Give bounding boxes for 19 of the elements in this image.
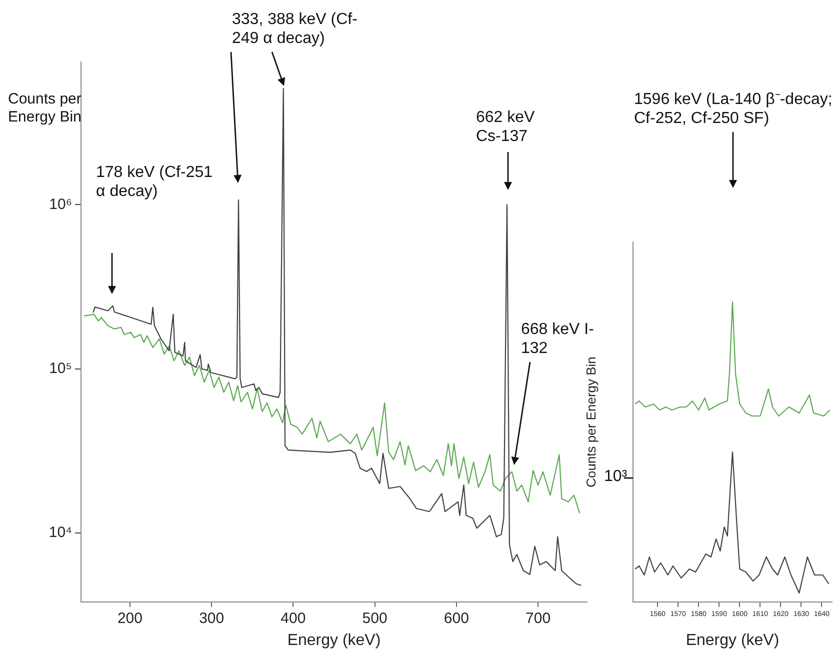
text: 1596 keV (La-140 β⁻-decay; Cf-252, Cf-250 SF) (634, 90, 834, 128)
x-tick-label: 600 (444, 610, 469, 628)
y-tick-label: 10⁶ (49, 196, 72, 213)
y-axis-title: Counts per Energy Bin (8, 90, 82, 126)
annotation: 178 keV (Cf-251 α decay) (96, 163, 214, 201)
x-axis-title: Energy (keV) (287, 632, 381, 649)
x-tick-label: 200 (117, 610, 142, 628)
text: 333, 388 keV (Cf-249 α decay) (232, 10, 358, 48)
y-tick-label: 10⁴ (48, 524, 72, 542)
y-tick-label: 10⁵ (49, 360, 72, 377)
x-axis-title: Energy (keV) (686, 632, 780, 649)
x-tick-label: 500 (362, 610, 388, 628)
x-tick-label: 300 (199, 610, 224, 628)
x-tick-label: 700 (526, 610, 551, 628)
text: 10³ (604, 467, 628, 486)
x-tick-label: 400 (280, 610, 306, 628)
annotation: 662 keV Cs-137 (476, 108, 536, 146)
y-axis-title: Counts per Energy Bin (583, 356, 598, 488)
annotation: 668 keV I-132 (521, 320, 595, 358)
